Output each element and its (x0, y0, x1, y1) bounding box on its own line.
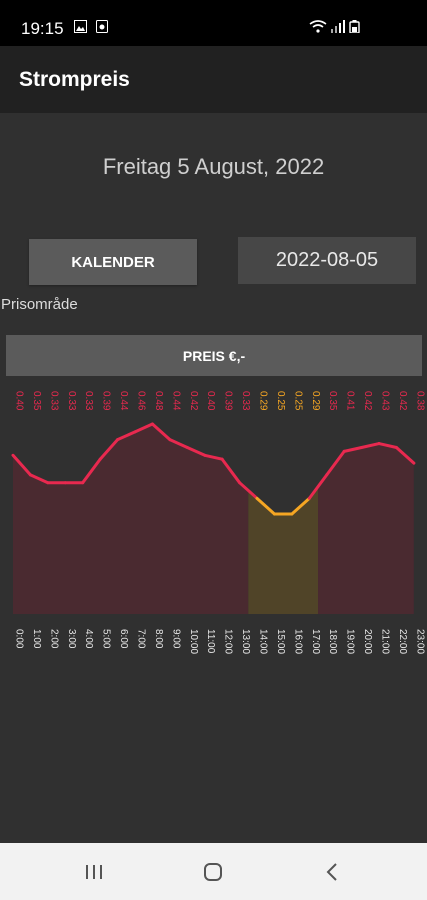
value-label: 0.44 (170, 391, 181, 411)
value-label: 0.42 (397, 391, 408, 411)
hour-label: 23:00 (414, 629, 425, 654)
wifi-icon (309, 20, 327, 33)
hour-label: 7:00 (136, 629, 147, 649)
price-line-segment (342, 445, 364, 453)
hour-label: 19:00 (345, 629, 356, 654)
status-bar: 19:15 (0, 0, 427, 46)
price-line-segment (81, 457, 102, 485)
value-label: 0.42 (188, 391, 199, 411)
price-line-segment (98, 438, 120, 461)
back-icon[interactable] (318, 857, 348, 887)
hour-label: 21:00 (380, 629, 391, 654)
value-label: 0.25 (275, 391, 286, 411)
hour-label: 17:00 (310, 629, 321, 654)
hour-label: 0:00 (14, 629, 25, 649)
price-line-segment (307, 473, 329, 500)
value-label: 0.33 (48, 391, 59, 411)
hour-label: 12:00 (223, 629, 234, 654)
preis-button[interactable]: PREIS €,- (6, 335, 422, 376)
value-label: 0.48 (153, 391, 164, 411)
hour-label: 11:00 (205, 629, 216, 654)
area-fill (13, 424, 414, 614)
app-bar: Strompreis (0, 46, 427, 113)
value-label: 0.33 (83, 391, 94, 411)
hour-label: 22:00 (397, 629, 408, 654)
price-line-segment (133, 422, 154, 434)
value-label: 0.44 (118, 391, 129, 411)
signal-icon (331, 20, 345, 33)
hour-label: 8:00 (153, 629, 164, 649)
value-label: 0.35 (327, 391, 338, 411)
value-label: 0.40 (14, 391, 25, 411)
price-line-segment (394, 445, 416, 465)
value-label: 0.42 (362, 391, 373, 411)
home-icon[interactable] (198, 857, 228, 887)
price-line-segment (255, 496, 276, 516)
value-label: 0.35 (31, 391, 42, 411)
value-label: 0.41 (345, 391, 356, 411)
value-label: 0.33 (66, 391, 77, 411)
date-title: Freitag 5 August, 2022 (102, 154, 325, 179)
price-chart: 0.40 0.35 0.33 0.33 0.33 0.39 0.44 0.46 0.48 0.44… (11, 391, 425, 654)
status-time: 19:15 (21, 19, 64, 38)
price-line-segment (168, 438, 189, 449)
price-line-segment (290, 496, 311, 516)
screenshot-icon (96, 20, 108, 33)
recent-apps-icon[interactable] (79, 857, 109, 887)
date-field[interactable]: 2022-08-05 (238, 237, 416, 284)
price-line-segment (360, 442, 381, 449)
hour-label: 13:00 (240, 629, 251, 654)
price-line-segment (203, 453, 224, 461)
value-label: 0.25 (292, 391, 303, 411)
hour-label: 10:00 (188, 629, 199, 654)
price-line-segment (185, 445, 207, 457)
hour-label: 5:00 (101, 629, 112, 649)
price-line-segment (116, 430, 137, 442)
hour-label: 2:00 (48, 629, 59, 649)
hour-label: 15:00 (275, 629, 286, 654)
price-line-segment (220, 457, 242, 485)
value-label: 0.29 (310, 391, 321, 411)
hour-label: 20:00 (362, 629, 373, 654)
kalender-button[interactable]: KALENDER (29, 239, 197, 285)
value-label: 0.33 (240, 391, 251, 411)
value-label: 0.39 (223, 391, 234, 411)
price-line-segment (325, 449, 346, 477)
hour-label: 6:00 (118, 629, 129, 649)
value-label: 0.40 (205, 391, 216, 411)
price-line-segment (150, 422, 172, 442)
price-line-segment (238, 481, 259, 500)
price-line-segment (11, 453, 32, 477)
price-line-segment (28, 473, 50, 485)
prisomrade-label: Prisområde (1, 296, 78, 313)
hour-label: 18:00 (327, 629, 338, 654)
price-line-segment (377, 442, 398, 449)
hour-label: 4:00 (83, 629, 94, 649)
value-label: 0.46 (136, 391, 147, 411)
navigation-bar (0, 843, 427, 900)
value-label: 0.38 (414, 391, 425, 411)
hour-label: 9:00 (170, 629, 181, 649)
value-label: 0.43 (380, 391, 391, 411)
battery-icon (349, 20, 360, 33)
app-title: Strompreis (19, 68, 130, 91)
gallery-icon (74, 20, 87, 33)
hour-label: 1:00 (31, 629, 42, 649)
hour-label: 16:00 (292, 629, 303, 654)
value-label: 0.39 (101, 391, 112, 411)
value-label: 0.29 (258, 391, 269, 411)
hour-label: 3:00 (66, 629, 77, 649)
hour-label: 14:00 (258, 629, 269, 654)
